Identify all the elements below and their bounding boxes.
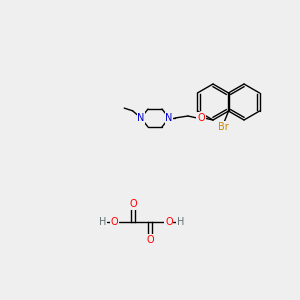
Text: H: H: [177, 217, 184, 227]
Text: O: O: [110, 217, 118, 227]
Text: Br: Br: [218, 122, 229, 132]
Text: O: O: [165, 217, 172, 227]
Text: N: N: [165, 113, 173, 123]
Text: O: O: [146, 235, 154, 245]
Text: O: O: [129, 199, 137, 209]
Text: H: H: [99, 217, 106, 227]
Text: N: N: [137, 113, 145, 123]
Text: O: O: [197, 113, 205, 123]
